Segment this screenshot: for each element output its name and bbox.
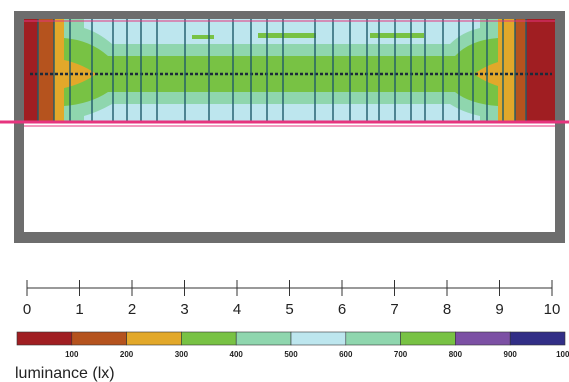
scale-tick-label: 1 (75, 301, 83, 318)
scale-tick-label: 0 (23, 301, 31, 318)
scale-tick-label: 2 (128, 301, 136, 318)
legend-swatch (509, 331, 566, 346)
scale-tick-label: 9 (495, 301, 503, 318)
scale-tick-label: 10 (544, 301, 561, 318)
scale-tick-label: 8 (443, 301, 451, 318)
luminance-legend: 100 200 300 400 500 600 700 800 900 1000 (16, 331, 569, 359)
column-lines (37, 19, 527, 122)
legend-swatch (290, 331, 347, 346)
heat-zone-lightblue (84, 19, 480, 122)
illuminance-heatmap (24, 19, 555, 122)
heat-streak-mid (258, 33, 316, 38)
scale-tick-label: 5 (285, 301, 293, 318)
legend-swatch (181, 331, 237, 346)
scale-tick-label: 4 (233, 301, 241, 318)
heat-streak-left (192, 35, 214, 39)
legend-tick-label: 700 (394, 350, 408, 359)
legend-tick-label: 500 (284, 350, 298, 359)
legend-tick-label: 800 (449, 350, 463, 359)
legend-label: luminance (lx) (15, 365, 115, 382)
heat-zone-mint (64, 19, 498, 122)
legend-swatch (345, 331, 401, 346)
heat-streak-right (370, 33, 424, 38)
legend-tick-label: 300 (175, 350, 189, 359)
legend-swatch (71, 331, 127, 346)
scale-tick-label: 3 (180, 301, 188, 318)
legend-swatch (400, 331, 456, 346)
legend-tick-label: 600 (339, 350, 353, 359)
legend-swatch (126, 331, 182, 346)
distance-scale: 0 1 2 3 4 5 6 7 8 9 10 (23, 280, 561, 318)
heat-zone-right-orange (474, 58, 515, 90)
scale-tick-label: 6 (338, 301, 346, 318)
legend-tick-label: 200 (120, 350, 134, 359)
legend-swatch (16, 331, 73, 346)
legend-tick-label: 100 (65, 350, 79, 359)
legend-tick-label: 900 (504, 350, 518, 359)
scale-tick-label: 7 (390, 301, 398, 318)
legend-swatch (235, 331, 292, 346)
legend-tick-label: 1000 (556, 350, 569, 359)
legend-tick-label: 400 (230, 350, 244, 359)
legend-swatch (455, 331, 511, 346)
